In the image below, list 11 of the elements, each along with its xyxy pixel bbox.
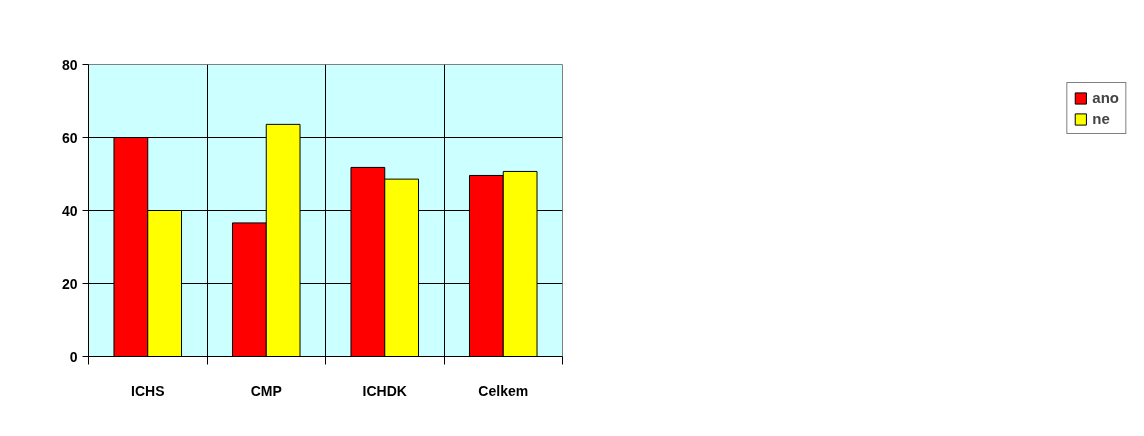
x-tick-label: ICHS <box>131 382 165 399</box>
y-tick-label: 80 <box>61 56 78 73</box>
x-tick-label: Celkem <box>478 382 529 399</box>
y-tick-label: 20 <box>61 275 78 292</box>
y-tick-label: 40 <box>61 202 78 219</box>
legend-label: ano <box>1092 89 1119 106</box>
y-tick-label: 60 <box>61 129 78 146</box>
y-tick-label: 0 <box>69 348 78 365</box>
legend-label: ne <box>1092 110 1111 127</box>
x-tick-label: CMP <box>250 382 282 399</box>
x-tick-label: ICHDK <box>362 382 407 399</box>
